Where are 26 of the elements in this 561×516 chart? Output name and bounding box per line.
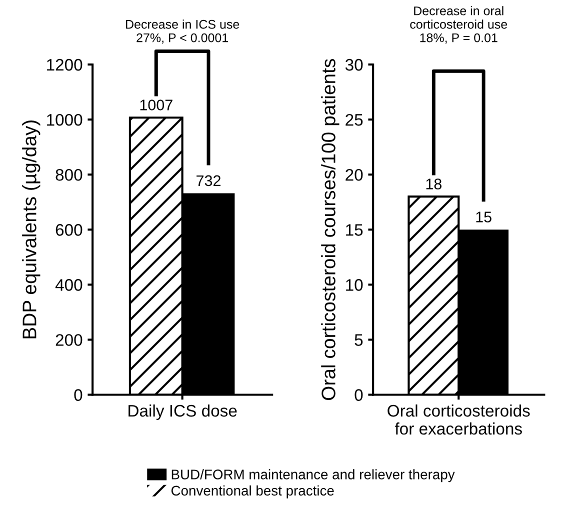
text: Decrease in ICS use 27%, P < 0.0001 <box>126 20 240 44</box>
y-tick-label: 20 <box>346 168 363 181</box>
x-tick-label: Oral corticosteroids for exacerbations <box>388 404 530 435</box>
y-axis-title: Oral corticosteroid courses/100 patients <box>321 59 340 400</box>
data-label: 732 <box>196 175 220 186</box>
y-tick-label: 600 <box>56 224 82 236</box>
y-tick-label: 15 <box>346 224 363 236</box>
data-label: 18 <box>426 178 442 190</box>
y-tick-label: 400 <box>55 279 82 291</box>
legend-label: BUD/FORM maintenance and reliever therapy <box>172 469 455 482</box>
y-tick-label: 10 <box>346 279 363 291</box>
y-tick-label: 30 <box>345 58 363 71</box>
data-label: 15 <box>476 212 492 222</box>
text: Decrease in oral corticosteroid use 18%, P = 0.01 <box>410 6 508 44</box>
y-tick-label: 1200 <box>47 58 82 71</box>
y-axis-title: BDP equivalents (µg/day) <box>22 120 40 338</box>
legend-label: Conventional best practice <box>171 485 334 498</box>
data-label: 1007 <box>140 100 172 110</box>
y-tick-label: 200 <box>56 334 82 346</box>
y-tick-label: 800 <box>56 168 82 181</box>
y-tick-label: 0 <box>354 389 363 401</box>
y-tick-label: 0 <box>74 389 82 401</box>
x-tick-label: Daily ICS dose <box>128 404 237 420</box>
y-tick-label: 1000 <box>47 114 82 126</box>
y-tick-label: 25 <box>346 114 363 126</box>
y-tick-label: 5 <box>354 334 363 346</box>
